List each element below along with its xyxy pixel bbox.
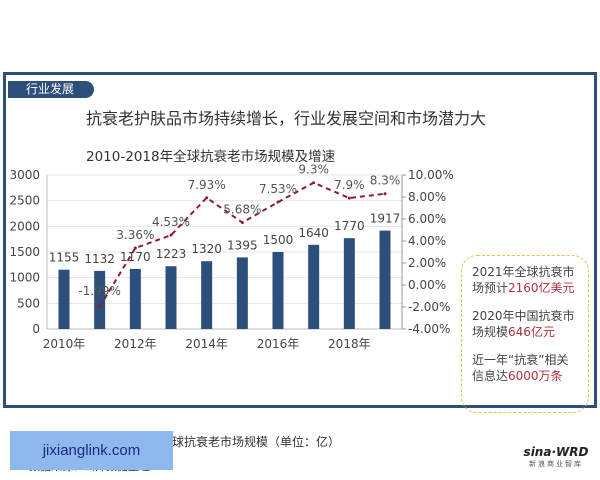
note-3: 近一年“抗衰”相关信息达6000万条 bbox=[472, 353, 569, 383]
growth-point bbox=[98, 305, 102, 309]
bar-label: 1917 bbox=[370, 212, 401, 226]
headline: 抗衰老护肤品市场持续增长，行业发展空间和市场潜力大 bbox=[86, 109, 487, 128]
bar-label: 1223 bbox=[156, 247, 187, 261]
bar-label: 1395 bbox=[227, 238, 258, 252]
chart-title: 2010-2018年全球抗衰老市场规模及增速 bbox=[86, 149, 336, 165]
section-tag: 行业发展 bbox=[8, 81, 94, 98]
right-tick-label: -2.00% bbox=[408, 300, 450, 314]
bar-label: 1155 bbox=[49, 251, 80, 265]
growth-label: -1.99% bbox=[78, 284, 120, 298]
right-tick-label: 10.00% bbox=[408, 168, 454, 182]
x-tick-label: 2016年 bbox=[257, 337, 300, 351]
bar-label: 1770 bbox=[334, 219, 365, 233]
bar bbox=[236, 257, 248, 329]
left-tick-label: 1500 bbox=[9, 245, 40, 259]
right-tick-label: 2.00% bbox=[408, 256, 446, 270]
note-2: 2020年中国抗衰市场规模646亿元 bbox=[472, 309, 575, 339]
growth-point bbox=[383, 192, 387, 196]
bar bbox=[129, 268, 141, 329]
bar-label: 1640 bbox=[298, 226, 329, 240]
right-tick-label: 8.00% bbox=[408, 190, 446, 204]
left-tick-label: 500 bbox=[17, 296, 40, 310]
bar bbox=[308, 244, 320, 329]
right-tick-label: 0.00% bbox=[408, 278, 446, 292]
right-tick-label: 4.00% bbox=[408, 234, 446, 248]
growth-point bbox=[205, 196, 209, 200]
growth-point bbox=[276, 200, 280, 204]
left-tick-label: 1000 bbox=[9, 271, 40, 285]
right-tick-label: 6.00% bbox=[408, 212, 446, 226]
x-tick-label: 2012年 bbox=[114, 337, 157, 351]
growth-point bbox=[312, 181, 316, 185]
bar bbox=[165, 266, 177, 329]
growth-point bbox=[347, 196, 351, 200]
left-tick-label: 3000 bbox=[9, 168, 40, 182]
bar bbox=[58, 269, 70, 329]
growth-point bbox=[169, 233, 173, 237]
watermark-link[interactable]: jixianglink.com bbox=[10, 431, 173, 470]
growth-label: 4.53% bbox=[152, 215, 190, 229]
growth-label: 9.3% bbox=[298, 163, 329, 177]
growth-label: 5.68% bbox=[223, 203, 261, 217]
growth-label: 7.93% bbox=[188, 178, 226, 192]
left-tick-label: 0 bbox=[32, 322, 40, 336]
bar bbox=[379, 230, 391, 329]
bar bbox=[94, 270, 106, 329]
growth-label: 3.36% bbox=[116, 228, 154, 242]
x-tick-label: 2018年 bbox=[328, 337, 371, 351]
infographic-card: 行业发展 抗衰老护肤品市场持续增长，行业发展空间和市场潜力大 2010-2018… bbox=[3, 72, 597, 473]
bar-label: 1170 bbox=[120, 250, 151, 264]
legend-label: 全球抗衰老市场规模（单位：亿） bbox=[160, 435, 341, 449]
bar-label: 1132 bbox=[84, 252, 115, 266]
growth-label: 7.53% bbox=[259, 182, 297, 196]
growth-point bbox=[133, 246, 137, 250]
right-tick-label: -4.00% bbox=[408, 322, 450, 336]
bar bbox=[343, 238, 355, 329]
left-tick-label: 2000 bbox=[9, 219, 40, 233]
bar bbox=[272, 252, 284, 329]
left-tick-label: 2500 bbox=[9, 194, 40, 208]
highlights-box: 2021年全球抗衰市场预计2160亿美元 2020年中国抗衰市场规模646亿元 … bbox=[461, 255, 589, 413]
bar-label: 1500 bbox=[263, 233, 294, 247]
bar bbox=[201, 261, 213, 329]
bar-label: 1320 bbox=[191, 242, 222, 256]
x-tick-label: 2014年 bbox=[185, 337, 228, 351]
growth-point bbox=[240, 221, 244, 225]
growth-label: 8.3% bbox=[370, 174, 401, 188]
note-1: 2021年全球抗衰市场预计2160亿美元 bbox=[472, 265, 575, 295]
x-tick-label: 2010年 bbox=[43, 337, 86, 351]
sina-wrd-logo: sina·WRD 新浪商业智库 bbox=[523, 445, 589, 468]
growth-label: 7.9% bbox=[334, 178, 365, 192]
